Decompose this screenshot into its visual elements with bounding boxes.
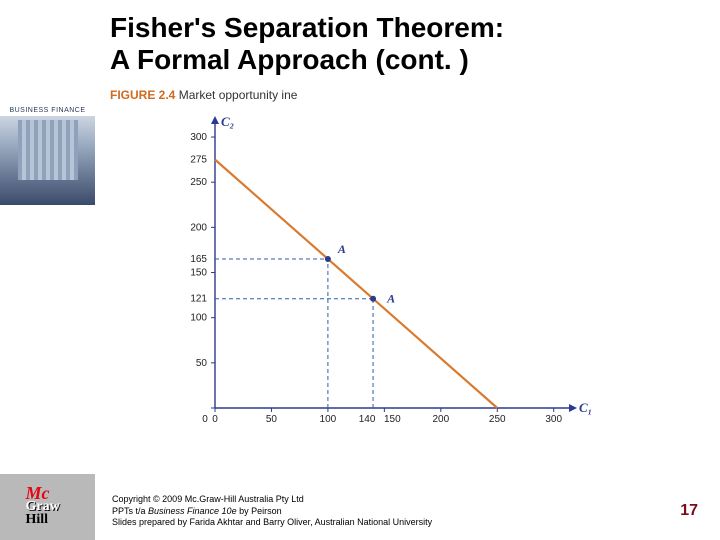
textbook-title: BUSINESS FINANCE — [0, 105, 95, 116]
logo-hill: Hill — [26, 514, 70, 527]
publisher-band: Mc Graw Hill — [0, 474, 95, 540]
svg-text:250: 250 — [190, 177, 207, 188]
figure-caption: FIGURE 2.4 Market opportunity ine — [110, 88, 680, 102]
svg-text:C₂: C₂ — [221, 114, 234, 129]
svg-text:121: 121 — [190, 294, 207, 305]
figure-number: FIGURE 2.4 — [110, 88, 175, 102]
svg-text:165: 165 — [190, 254, 207, 265]
svg-text:0: 0 — [202, 414, 208, 425]
market-opportunity-chart: 0 50 100 140 150 200 250 300 50 100 121 150 165 200 25… — [165, 110, 595, 440]
svg-text:C₁: C₁ — [579, 400, 592, 415]
svg-text:150: 150 — [190, 268, 207, 279]
svg-text:140: 140 — [359, 414, 376, 425]
svg-text:100: 100 — [320, 414, 337, 425]
svg-text:50: 50 — [266, 414, 278, 425]
svg-text:300: 300 — [190, 132, 207, 143]
cover-building-graphic — [18, 120, 78, 180]
copyright-line-3: Slides prepared by Farida Akhtar and Bar… — [112, 517, 432, 528]
svg-text:A: A — [386, 292, 395, 306]
figure-caption-text: Market opportunity ine — [179, 88, 298, 102]
textbook-cover-thumbnail: BUSINESS FINANCE — [0, 105, 95, 205]
title-line-2: A Formal Approach (cont. ) — [110, 44, 469, 75]
slide-title: Fisher's Separation Theorem: A Formal Ap… — [110, 12, 670, 76]
svg-text:100: 100 — [190, 313, 207, 324]
mcgraw-hill-logo: Mc Graw Hill — [26, 485, 70, 529]
svg-text:275: 275 — [190, 155, 207, 166]
svg-text:200: 200 — [190, 222, 207, 233]
chart-svg: 0 50 100 140 150 200 250 300 50 100 121 150 165 200 25… — [165, 110, 595, 440]
svg-text:150: 150 — [384, 414, 401, 425]
svg-text:300: 300 — [545, 414, 562, 425]
copyright-line-1: Copyright © 2009 Mc.Graw-Hill Australia … — [112, 494, 432, 505]
page-number: 17 — [680, 502, 698, 520]
svg-text:250: 250 — [489, 414, 506, 425]
copyright-block: Copyright © 2009 Mc.Graw-Hill Australia … — [112, 494, 432, 528]
svg-text:0: 0 — [212, 414, 218, 425]
figure-2-4: FIGURE 2.4 Market opportunity ine 0 50 100… — [110, 88, 680, 440]
title-line-1: Fisher's Separation Theorem: — [110, 12, 504, 43]
svg-text:200: 200 — [432, 414, 449, 425]
copyright-line-2: PPTs t/a Business Finance 10e by Peirson — [112, 506, 432, 517]
svg-text:A: A — [337, 242, 346, 256]
svg-text:50: 50 — [196, 358, 208, 369]
